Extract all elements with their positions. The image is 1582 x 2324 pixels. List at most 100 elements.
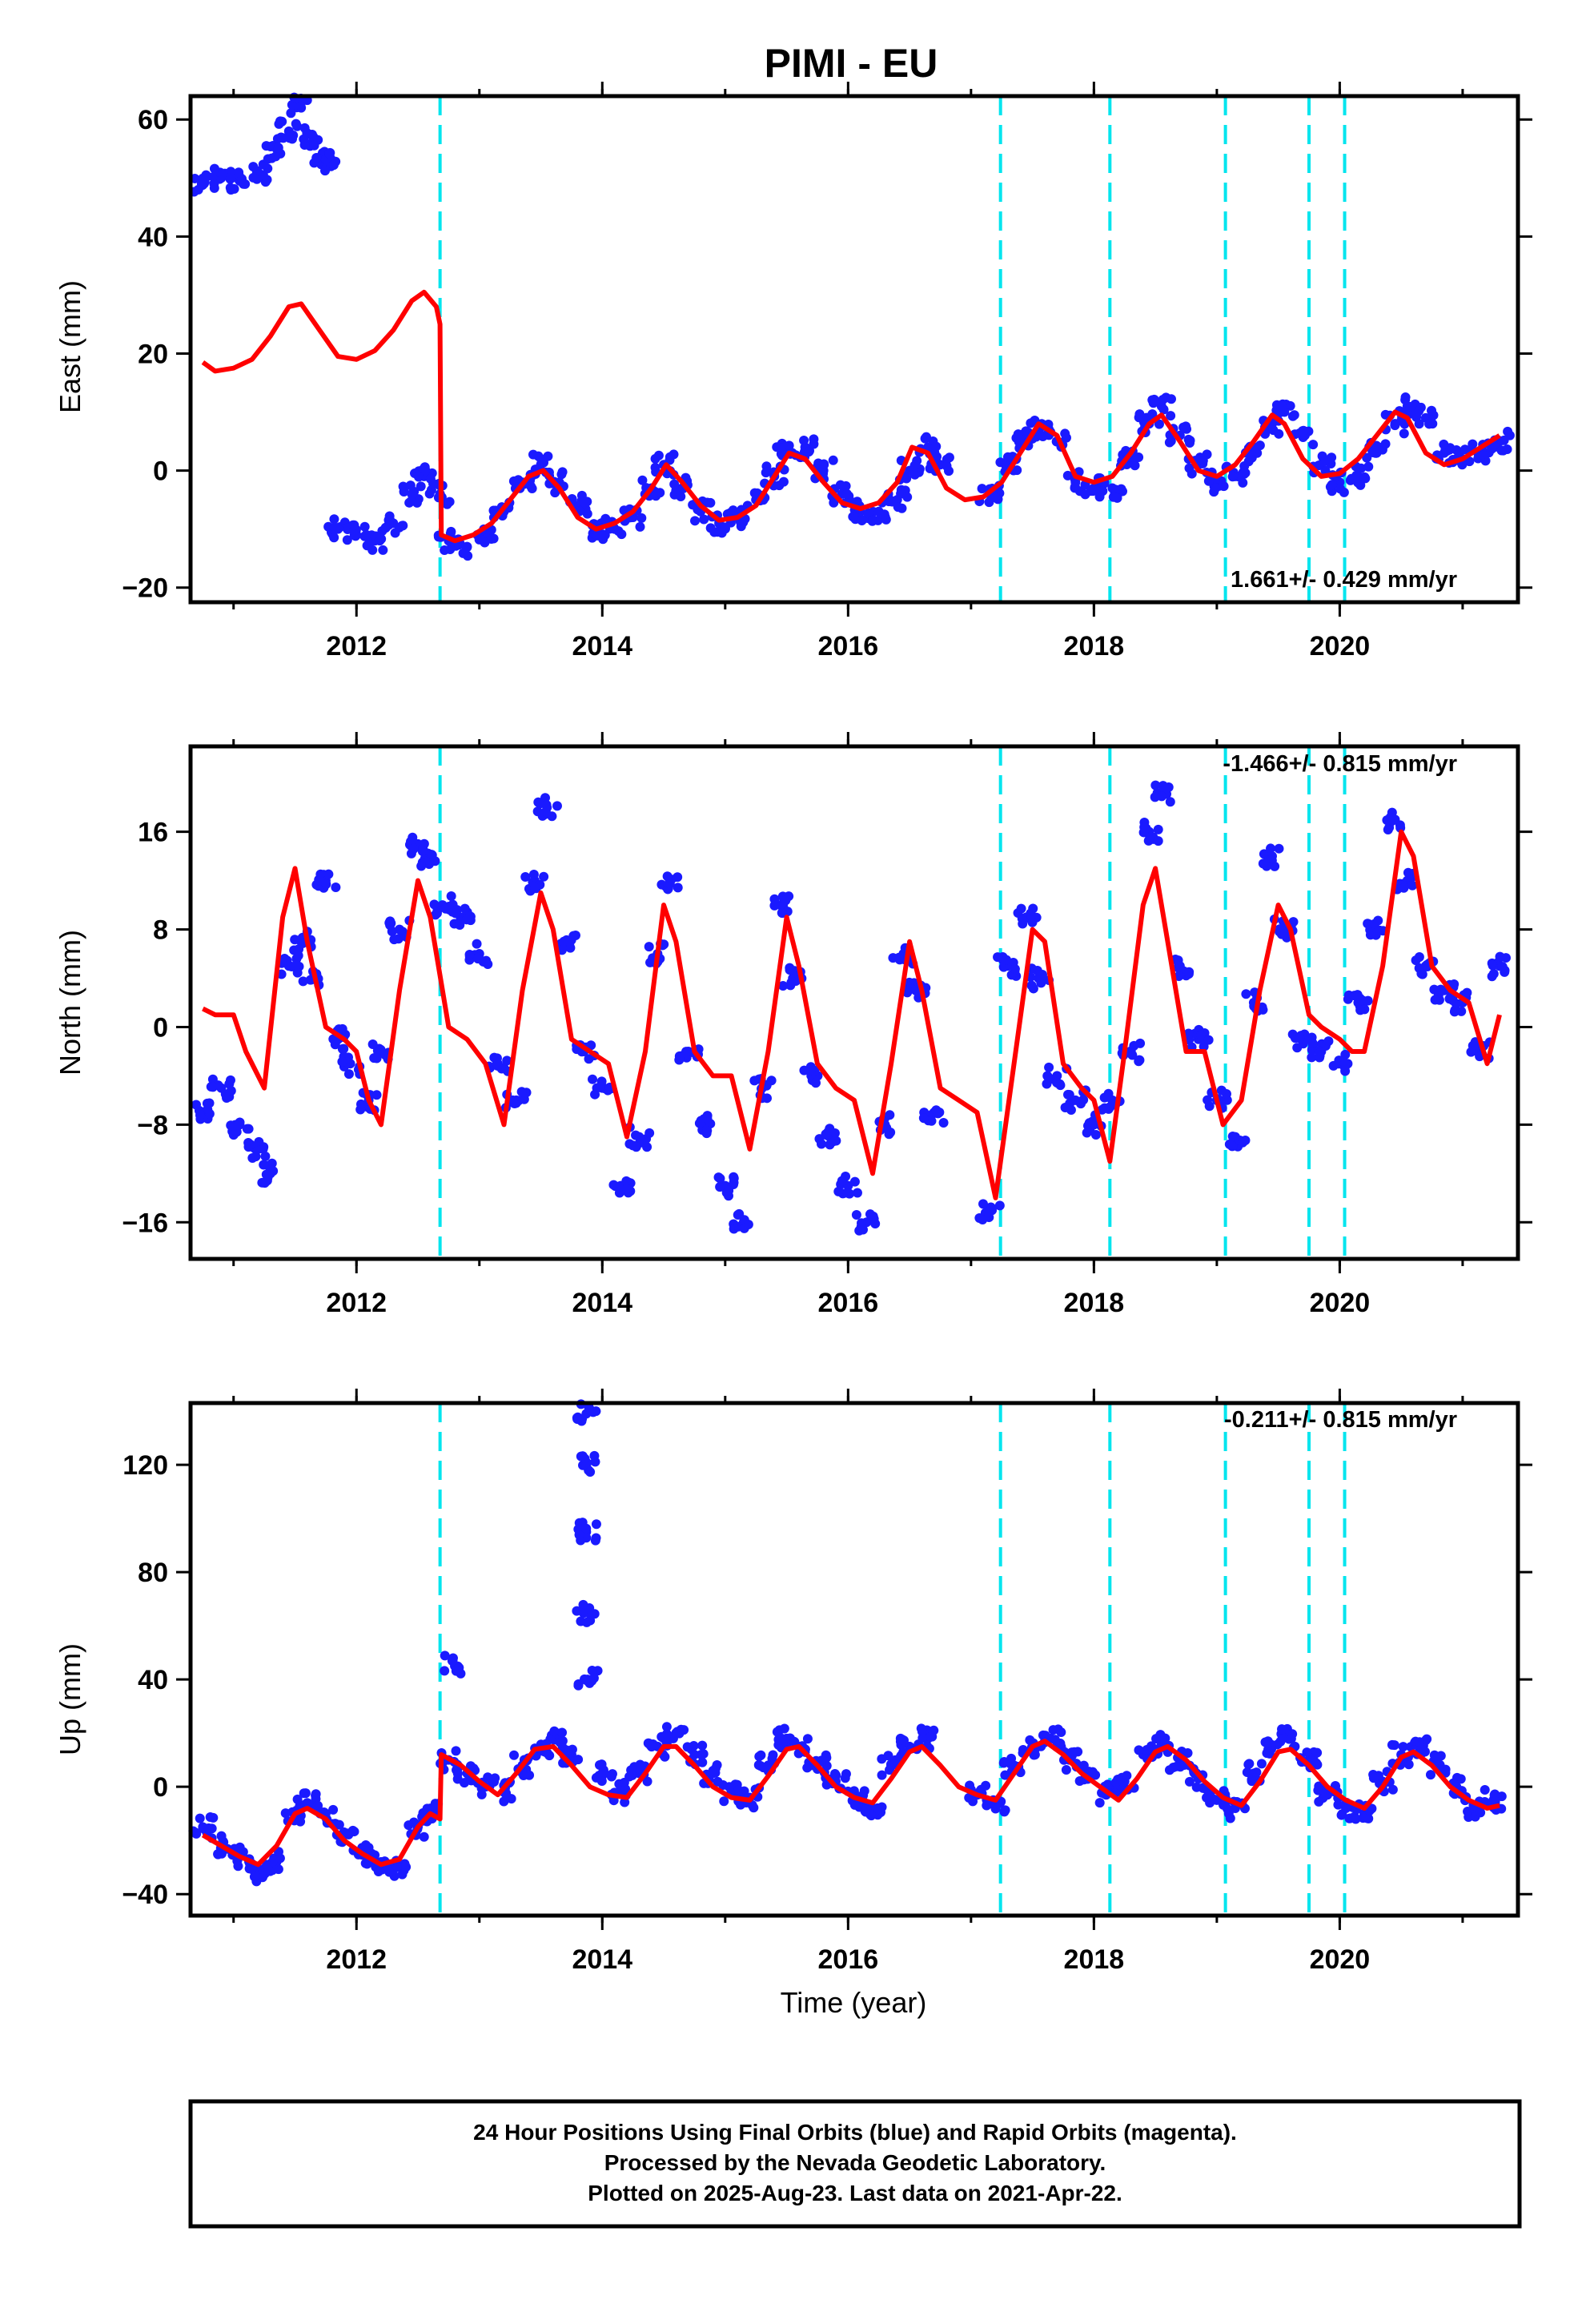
up-data-point-cloud	[1351, 1814, 1361, 1824]
north-data-point-cloud	[464, 949, 475, 959]
north-data-point-cloud	[926, 1116, 937, 1126]
east-data-point-cloud	[299, 134, 309, 144]
east-data-point-cloud	[1503, 426, 1513, 436]
east-data-point-cloud	[1427, 419, 1438, 429]
east-data-point-cloud	[835, 480, 845, 490]
east-data-point-cloud	[361, 529, 371, 540]
up-data-point-cloud	[247, 1864, 257, 1875]
east-data-point-cloud	[637, 475, 648, 485]
up-y-tick-label: 120	[122, 1450, 168, 1481]
north-data-point-cloud	[207, 1082, 218, 1092]
north-data-point-cloud	[1274, 843, 1284, 854]
east-x-tick-label: 2018	[1064, 631, 1125, 661]
up-data-point-cloud	[1110, 1777, 1121, 1787]
north-data-point-cloud	[1371, 930, 1381, 940]
east-data-point-cloud	[1390, 420, 1400, 431]
up-x-tick-label: 2018	[1064, 1944, 1125, 1975]
east-data-point-cloud	[1289, 410, 1299, 420]
north-y-tick-label: 8	[153, 915, 168, 946]
north-data-point-cloud	[1339, 1059, 1350, 1069]
up-data-point-cloud	[849, 1799, 860, 1810]
up-data-point-cloud	[249, 1872, 259, 1882]
north-data-point-cloud	[852, 1188, 862, 1198]
up-data-point-cloud	[1078, 1760, 1089, 1771]
north-data-point-cloud	[1013, 908, 1023, 919]
east-data-point-cloud	[1308, 440, 1319, 450]
north-data-point-cloud	[994, 1200, 1005, 1211]
up-data-point-cloud	[1398, 1742, 1408, 1752]
north-data-point-cloud	[429, 899, 440, 910]
north-data-point-cloud	[1153, 824, 1163, 834]
east-data-point-cloud	[248, 162, 259, 172]
north-data-point-cloud	[461, 915, 472, 925]
north-data-point-cloud	[1037, 969, 1047, 979]
east-data-point-cloud	[384, 515, 395, 525]
north-data-point-cloud	[715, 1182, 725, 1192]
east-data-point-cloud	[1439, 439, 1449, 449]
up-data-point-cloud	[440, 1651, 450, 1661]
east-data-point-cloud	[1158, 404, 1169, 415]
up-data-point-cloud	[262, 1860, 272, 1870]
north-data-point-cloud	[1466, 1047, 1476, 1057]
up-data-point-cloud	[195, 1813, 205, 1823]
north-data-point-cloud	[460, 903, 470, 914]
east-data-point-cloud	[1134, 452, 1144, 463]
north-data-point-cloud	[644, 942, 654, 952]
up-data-point-cloud	[555, 1737, 565, 1747]
north-data-point-cloud	[786, 977, 797, 987]
east-data-point-cloud	[239, 179, 249, 189]
east-data-point-cloud	[405, 480, 416, 491]
north-data-point-cloud	[1027, 917, 1038, 927]
up-data-point-cloud	[606, 1771, 616, 1782]
up-data-point-cloud	[391, 1861, 402, 1872]
north-data-point-cloud	[702, 1125, 713, 1136]
up-data-point-cloud	[585, 1467, 596, 1478]
up-data-point-cloud	[1066, 1747, 1077, 1758]
north-data-point-cloud	[367, 1039, 378, 1049]
north-data-point-cloud	[371, 1090, 382, 1100]
east-data-point-cloud	[1002, 452, 1013, 462]
up-data-point-cloud	[213, 1849, 223, 1860]
up-data-point-cloud	[452, 1768, 463, 1779]
north-data-point-cloud	[492, 1059, 502, 1069]
north-data-point-cloud	[389, 935, 400, 945]
east-data-point-cloud	[380, 522, 391, 533]
north-data-point-cloud	[1227, 1141, 1238, 1152]
up-data-point-cloud	[1050, 1735, 1060, 1745]
north-data-point-cloud	[806, 1064, 817, 1075]
up-data-point-cloud	[451, 1666, 461, 1676]
up-data-point-cloud	[588, 1673, 599, 1683]
up-data-point-cloud	[573, 1680, 584, 1691]
up-data-point-cloud	[577, 1451, 588, 1462]
up-x-tick-label: 2020	[1310, 1944, 1371, 1975]
up-data-point-cloud	[216, 1831, 227, 1841]
up-data-point-cloud	[1122, 1771, 1132, 1781]
up-data-point-cloud	[1191, 1782, 1202, 1792]
north-data-point-cloud	[1349, 991, 1359, 1001]
east-data-point-cloud	[428, 478, 438, 489]
north-data-point-cloud	[1055, 1080, 1066, 1091]
north-data-point-cloud	[998, 962, 1009, 972]
north-data-point-cloud	[1315, 1051, 1325, 1061]
north-data-point-cloud	[662, 871, 673, 882]
east-data-point-cloud	[329, 533, 339, 543]
north-data-point-cloud	[287, 961, 297, 971]
east-y-tick-label: 60	[138, 105, 168, 135]
east-data-point-cloud	[931, 441, 942, 452]
north-data-point-cloud	[455, 919, 465, 930]
up-data-point-cloud	[1387, 1784, 1398, 1795]
north-data-point-cloud	[1292, 1043, 1303, 1053]
east-data-point-cloud	[725, 508, 735, 518]
north-data-point-cloud	[781, 895, 791, 906]
east-y-tick-label: 0	[153, 456, 168, 487]
east-data-point-cloud	[1147, 409, 1158, 420]
east-data-point-cloud	[349, 520, 359, 530]
east-data-point-cloud	[528, 449, 539, 460]
up-y-tick-label: 80	[138, 1558, 168, 1588]
north-data-point-cloud	[838, 1176, 849, 1186]
north-data-point-cloud	[1102, 1092, 1113, 1102]
east-data-point-cloud	[1277, 402, 1287, 412]
east-data-point-cloud	[1112, 493, 1122, 503]
north-data-point-cloud	[1500, 967, 1510, 977]
north-data-point-cloud	[260, 1151, 271, 1161]
